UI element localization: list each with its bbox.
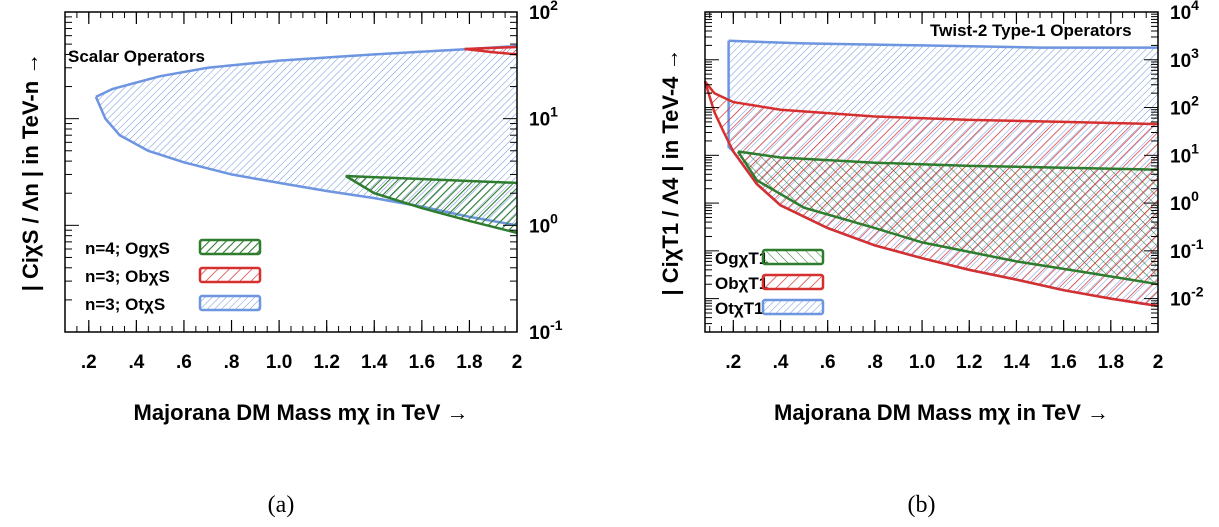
y-axis-label: | CiχT1 / Λ4 | in TeV-4 →: [658, 48, 683, 295]
y-tick-label: 103: [1170, 45, 1199, 72]
series-1: [464, 45, 518, 56]
series-upper-line: [737, 150, 1159, 171]
legend-label: n=4; OgχS: [85, 239, 170, 258]
series-upper-line: [95, 44, 518, 99]
series-lower-line: [464, 47, 518, 56]
series-upper-line: [464, 45, 518, 51]
legend-label: ObχT1: [715, 274, 768, 293]
series-upper-line: [728, 39, 1158, 49]
y-tick-label: 10-1: [1170, 236, 1204, 263]
y-tick-label: 101: [1170, 140, 1199, 167]
x-axis-label: Majorana DM Mass mχ in TeV →: [134, 400, 469, 425]
x-tick-label: .2: [81, 352, 97, 373]
legend-label: n=3; ObχS: [85, 267, 170, 286]
series-upper-line: [704, 80, 1159, 126]
legend-swatch: [761, 273, 825, 291]
series-area-overlay: [738, 151, 1158, 285]
series-lower-line: [703, 81, 1159, 308]
x-tick-label: .4: [128, 352, 144, 373]
x-axis-label: Majorana DM Mass mχ in TeV →: [774, 400, 1109, 425]
panel-a: .2 .4 .6 .8 1.0 1.2 1.4 1.6 1.8 2 10-1 100 101 102 Sca…: [18, 0, 563, 518]
series-0: [736, 150, 1159, 286]
series-upper-line: [345, 174, 518, 185]
chart-title: Twist-2 Type-1 Operators: [930, 21, 1132, 40]
y-tick-label: 102: [1170, 93, 1199, 120]
panel-b: .2 .4 .6 .8 1.0 1.2 1.4 1.6 1.8 2 10-2 10-1 100 101 10…: [658, 0, 1204, 518]
x-tick-label: 1.8: [456, 352, 482, 373]
legend-label: OtχT1: [715, 299, 764, 318]
x-tick-label: 1.2: [313, 352, 339, 373]
y-tick-label: 102: [529, 0, 558, 24]
panel-caption: (b): [908, 492, 936, 518]
series-lower-line: [736, 150, 1159, 286]
x-tick-label: .6: [176, 352, 192, 373]
x-tick-label: 2: [512, 352, 523, 373]
legend-label: n=3; OtχS: [85, 295, 165, 314]
x-tick-label: 1.4: [1003, 352, 1030, 373]
plot-frame: [704, 11, 1159, 333]
legend-swatch: [198, 266, 262, 284]
x-tick-label: 1.6: [1050, 352, 1076, 373]
y-tick-label: 100: [529, 210, 558, 237]
y-tick-label: 101: [529, 104, 558, 131]
x-tick-label: 2: [1153, 352, 1164, 373]
y-tick-label: 10-2: [1170, 284, 1204, 311]
x-tick-label: .2: [725, 352, 741, 373]
y-tick-label: 104: [1170, 0, 1199, 24]
x-tick-label: 1.8: [1098, 352, 1124, 373]
series-lower-line: [345, 174, 518, 235]
panel-caption: (a): [268, 492, 295, 518]
x-tick-label: 1.4: [361, 352, 388, 373]
x-tick-label: .6: [820, 352, 836, 373]
legend-swatch: [761, 298, 825, 316]
series-0: [345, 174, 518, 235]
x-tick-label: .8: [224, 352, 240, 373]
y-tick-label: 10-1: [529, 317, 563, 344]
x-tick-label: 1.0: [266, 352, 292, 373]
legend-swatch: [198, 238, 262, 256]
x-tick-label: .4: [773, 352, 789, 373]
legend-swatch: [761, 248, 825, 266]
legend-swatch: [198, 294, 262, 312]
x-tick-label: .8: [867, 352, 883, 373]
y-tick-label: 100: [1170, 188, 1199, 215]
x-tick-label: 1.6: [409, 352, 435, 373]
x-tick-label: 1.2: [956, 352, 982, 373]
series-area: [345, 176, 517, 233]
x-tick-label: 1.0: [909, 352, 935, 373]
y-axis-label: | CiχS / Λn | in TeV-n →: [18, 53, 43, 291]
chart-title: Scalar Operators: [68, 47, 205, 66]
legend-label: OgχT1: [715, 249, 768, 268]
